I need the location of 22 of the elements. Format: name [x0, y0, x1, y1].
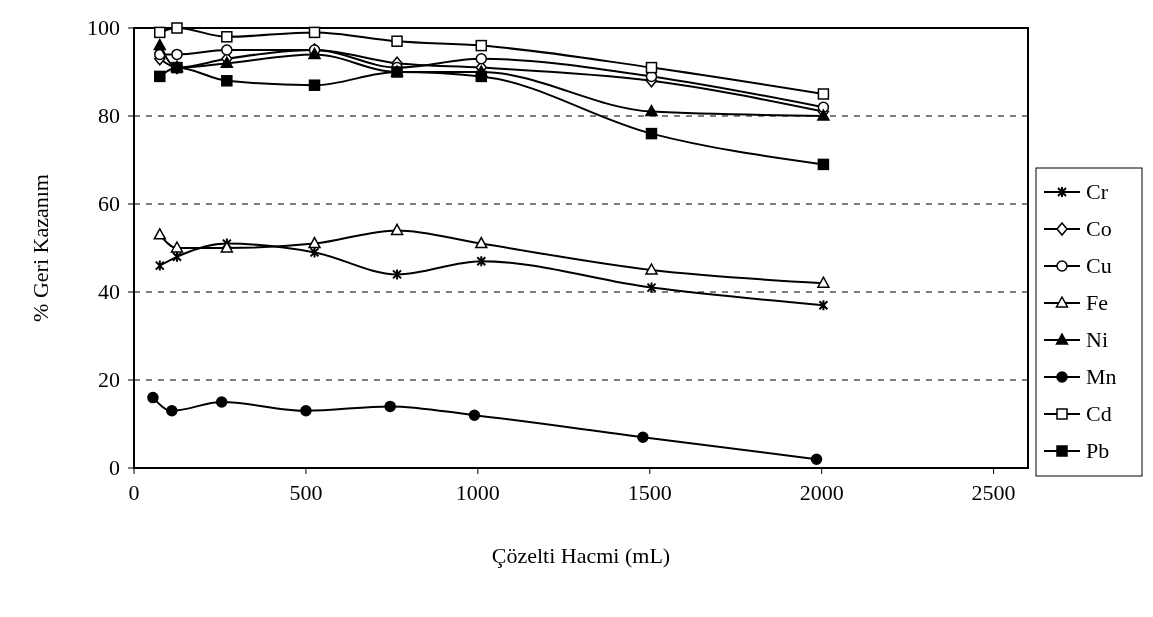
x-tick-label: 2000: [799, 480, 844, 505]
y-tick-label: 40: [98, 279, 120, 304]
legend-label: Pb: [1086, 438, 1110, 463]
x-tick-label: 0: [128, 480, 140, 505]
legend-label: Cd: [1086, 401, 1112, 426]
legend-label: Ni: [1086, 327, 1108, 352]
y-tick-label: 60: [98, 191, 120, 216]
y-tick-label: 100: [87, 15, 120, 40]
y-tick-label: 0: [109, 455, 120, 480]
legend-label: Mn: [1086, 364, 1117, 389]
x-tick-label: 2500: [971, 480, 1016, 505]
x-tick-label: 1000: [455, 480, 500, 505]
x-axis-title: Çözelti Hacmi (mL): [491, 543, 671, 568]
legend-label: Cr: [1086, 179, 1109, 204]
y-axis-title: % Geri Kazanım: [28, 174, 53, 322]
y-tick-label: 80: [98, 103, 120, 128]
legend-label: Cu: [1086, 253, 1112, 278]
x-tick-label: 1500: [627, 480, 672, 505]
legend-label: Fe: [1086, 290, 1108, 315]
y-tick-label: 20: [98, 367, 120, 392]
legend-label: Co: [1086, 216, 1112, 241]
x-tick-label: 500: [289, 480, 323, 505]
